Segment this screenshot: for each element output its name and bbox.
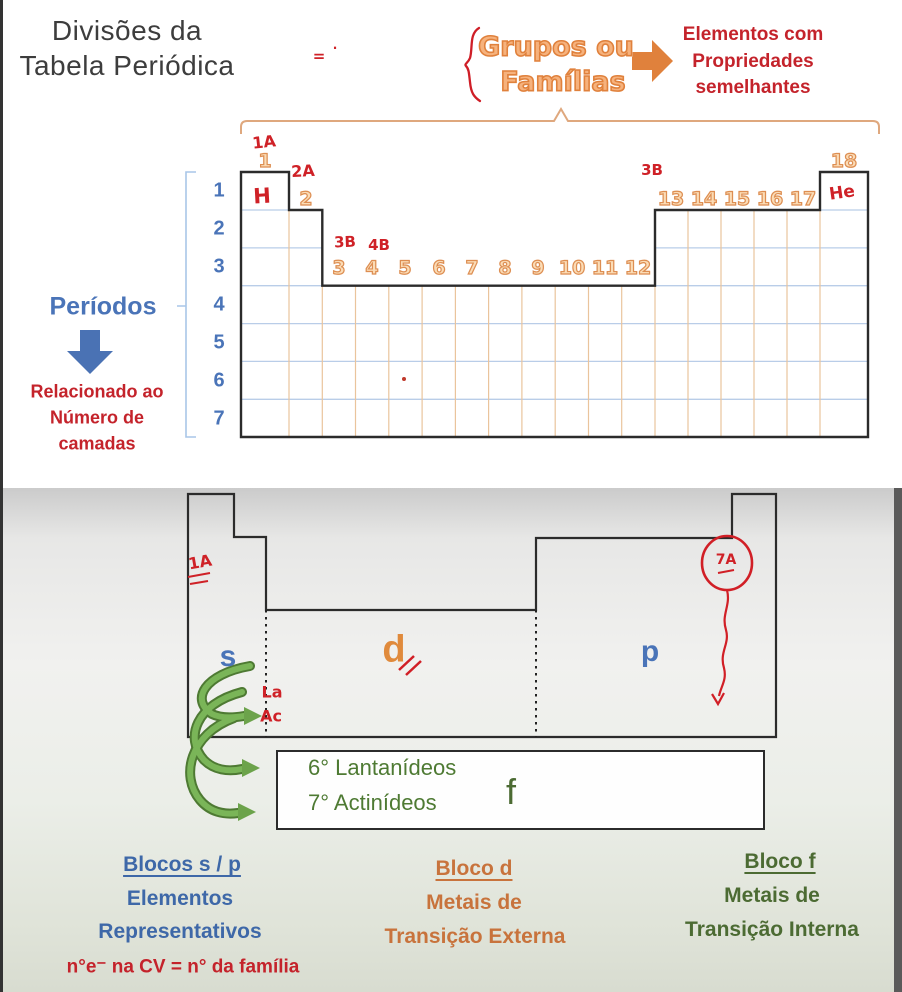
group-label-17: 17: [789, 187, 817, 210]
red-double-slash: [398, 655, 422, 676]
f-block-box: [276, 750, 765, 830]
period-label-3: 3: [213, 255, 225, 278]
right-edge-strip: [894, 488, 902, 992]
legend-sp-line1: Elementos: [126, 887, 234, 910]
group-label-12: 12: [624, 256, 652, 279]
hand-label-helium: He: [827, 181, 857, 205]
orange-brace-icon: [240, 107, 880, 134]
red-equals-mark: =: [312, 47, 326, 65]
f-row-actinides: 7° Actinídeos: [308, 790, 437, 815]
legend-d-title: Bloco d: [435, 857, 513, 880]
groups-label-line2: Famílias: [500, 66, 627, 99]
legend-f-title: Bloco f: [744, 850, 816, 873]
groups-result-line1: Elementos com: [682, 24, 824, 45]
periods-note-line3: camadas: [58, 433, 136, 454]
group-label-1: 1: [258, 149, 272, 172]
f-block-letter: f: [505, 771, 517, 812]
red-circle-annotation: [700, 534, 754, 707]
period-label-7: 7: [213, 407, 225, 430]
group-label-7: 7: [465, 256, 479, 279]
group-label-15: 15: [723, 187, 751, 210]
legend-f-line2: Transição Interna: [685, 918, 859, 941]
hand-label-4B: 4B: [368, 236, 390, 254]
orange-right-arrow-icon: [632, 40, 673, 82]
blue-down-arrow-icon: [67, 330, 113, 374]
left-edge-strip: [0, 0, 3, 992]
group-label-14: 14: [690, 187, 718, 210]
legend-d-line1: Metais de: [426, 891, 522, 914]
groups-result-line2: Propriedades: [692, 51, 814, 72]
hand-label-7A: 7A: [715, 552, 737, 568]
group-label-2: 2: [299, 187, 313, 210]
period-label-4: 4: [213, 293, 225, 316]
blue-bracket-icon: [177, 171, 196, 438]
hand-label-3B: 3B: [333, 232, 357, 252]
group-label-10: 10: [558, 256, 586, 279]
groups-label-line1: Grupos ou: [477, 31, 634, 64]
group-label-5: 5: [398, 256, 412, 279]
block-divider-dotted-lines: [265, 610, 537, 737]
legend-f-line1: Metais de: [724, 884, 820, 907]
red-double-underline: [187, 572, 211, 585]
table-outline: [239, 170, 870, 439]
group-label-16: 16: [756, 187, 784, 210]
group-label-9: 9: [531, 256, 545, 279]
period-label-1: 1: [213, 179, 225, 202]
periods-note-line1: Relacionado ao: [30, 381, 164, 402]
s-block-letter: s: [219, 640, 237, 673]
group-label-13: 13: [657, 187, 685, 210]
table-grid: [241, 172, 868, 437]
hand-label-Ac: Ac: [260, 706, 282, 726]
legend-sp-note: n°e⁻ na CV = n° da família: [66, 956, 300, 978]
hand-label-hydrogen: H: [252, 183, 272, 209]
green-curved-arrows-icon: [185, 661, 262, 821]
periods-title: Períodos: [49, 292, 157, 321]
group-label-6: 6: [432, 256, 446, 279]
period-label-6: 6: [213, 369, 225, 392]
groups-result-line3: semelhantes: [695, 77, 811, 98]
f-row-lanthanides: 6° Lantanídeos: [308, 755, 457, 780]
hand-label-1A-sblock: 1A: [186, 550, 214, 574]
page-title-line1: Divisões da: [51, 15, 203, 46]
hand-label-1A: 1A: [251, 131, 277, 153]
periods-note-line2: Número de: [49, 407, 145, 428]
p-block-letter: p: [640, 635, 660, 668]
stray-red-dot: [402, 377, 406, 381]
red-brace-icon: [464, 26, 482, 103]
legend-sp-line2: Representativos: [98, 920, 262, 943]
legend-sp-title: Blocos s / p: [123, 853, 241, 876]
page-title-line2: Tabela Periódica: [19, 50, 235, 81]
period-label-5: 5: [213, 331, 225, 354]
group-label-18: 18: [830, 149, 858, 172]
period-label-2: 2: [213, 217, 225, 240]
group-label-3: 3: [332, 256, 346, 279]
red-dot-mark: ·: [332, 41, 338, 55]
hand-label-La: La: [261, 682, 283, 702]
hand-label-3B-group13: 3B: [641, 161, 663, 179]
hand-label-2A: 2A: [290, 160, 316, 182]
group-label-8: 8: [498, 256, 512, 279]
group-label-4: 4: [365, 256, 379, 279]
group-label-11: 11: [591, 256, 619, 279]
legend-d-line2: Transição Externa: [384, 925, 566, 948]
d-block-letter: d: [382, 628, 406, 671]
